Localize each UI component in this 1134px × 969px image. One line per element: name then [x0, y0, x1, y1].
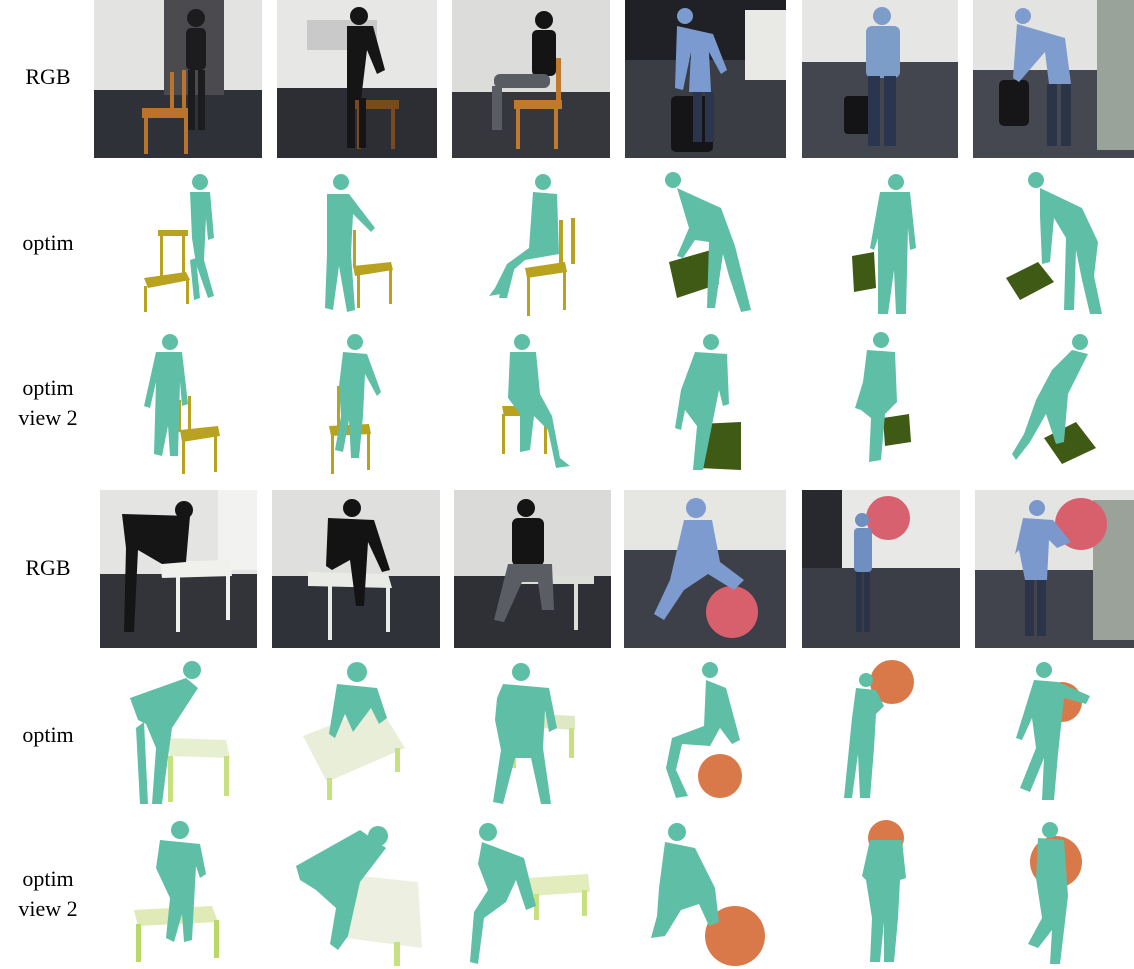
optim-mesh-suitcase-2: [840, 168, 930, 318]
row-label-optim-1: optim: [22, 230, 74, 255]
optim-mesh-suitcase-1: [655, 168, 765, 318]
row-label-rgb-2: RGB: [25, 555, 71, 580]
optim-view2-suitcase-2: [845, 330, 935, 480]
optim-view2-table-3: [470, 818, 600, 968]
row-label-optim-view2-2: optim view 2: [18, 866, 78, 921]
rgb-photo-table-3: [454, 490, 611, 648]
optim-view2-suitcase-1: [665, 330, 765, 480]
optim-mesh-table-1: [120, 658, 240, 808]
rgb-photo-chair-1: [94, 0, 262, 158]
optim-mesh-chair-1: [130, 168, 230, 318]
optim-mesh-table-2: [295, 658, 415, 808]
row-label-rgb-1: RGB: [25, 64, 71, 89]
optim-mesh-ball-2: [840, 658, 930, 808]
optim-view2-chair-1: [130, 330, 230, 480]
rgb-photo-ball-2: [802, 490, 960, 648]
optim-mesh-chair-2: [305, 168, 405, 318]
rgb-photo-ball-3: [975, 490, 1134, 648]
row-label-optim-2: optim: [22, 722, 74, 747]
optim-mesh-ball-1: [660, 658, 760, 808]
optim-mesh-suitcase-3: [1000, 168, 1110, 318]
rgb-photo-table-2: [272, 490, 440, 648]
optim-view2-table-1: [130, 818, 230, 968]
optim-mesh-table-3: [475, 658, 585, 808]
optim-view2-chair-3: [490, 330, 590, 480]
optim-view2-table-2: [290, 818, 430, 968]
optim-view2-ball-1: [645, 818, 775, 968]
rgb-photo-ball-1: [624, 490, 786, 648]
optim-view2-suitcase-3: [1010, 330, 1120, 480]
rgb-photo-suitcase-3: [973, 0, 1134, 158]
optim-view2-chair-2: [315, 330, 415, 480]
rgb-photo-chair-3: [452, 0, 610, 158]
rgb-photo-chair-2: [277, 0, 437, 158]
optim-mesh-chair-3: [485, 168, 585, 318]
row-label-optim-view2-1: optim view 2: [18, 375, 78, 430]
optim-view2-ball-3: [1020, 818, 1090, 968]
rgb-photo-table-1: [100, 490, 257, 648]
rgb-photo-suitcase-2: [802, 0, 958, 158]
rgb-photo-suitcase-1: [625, 0, 786, 158]
optim-view2-ball-2: [850, 818, 920, 968]
optim-mesh-ball-3: [1010, 658, 1100, 808]
